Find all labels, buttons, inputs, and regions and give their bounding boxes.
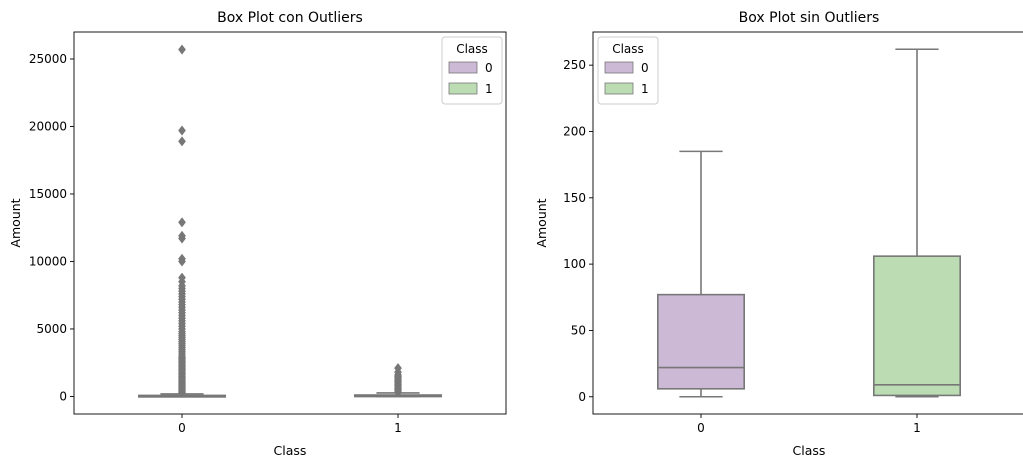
chart-1-ytick-label: 20000 bbox=[29, 119, 67, 133]
chart-2-xtick-label: 0 bbox=[697, 421, 705, 435]
chart-1-ytick-label: 10000 bbox=[29, 254, 67, 268]
chart-2-xlabel: Class bbox=[793, 443, 826, 458]
chart-1-outlier-point bbox=[178, 217, 186, 228]
chart-1-legend-swatch-1 bbox=[448, 82, 478, 95]
chart-1-ytick-label: 5000 bbox=[36, 322, 67, 336]
chart-2-xtick-label: 1 bbox=[913, 421, 921, 435]
chart-2-ytick-label: 250 bbox=[563, 58, 586, 72]
chart-1-title: Box Plot con Outliers bbox=[217, 10, 363, 26]
chart-1-outlier-point bbox=[394, 363, 402, 374]
chart-2-box-1 bbox=[872, 255, 961, 397]
chart-1-legend-swatch-0 bbox=[448, 61, 478, 74]
chart-1-outlier-point bbox=[178, 136, 186, 147]
chart-2-legend-title: Class bbox=[612, 42, 644, 56]
chart-2-legend-label-0: 0 bbox=[641, 61, 649, 75]
chart-2-ytick-label: 0 bbox=[578, 390, 586, 404]
chart-2-title: Box Plot sin Outliers bbox=[739, 10, 880, 26]
chart-1-outlier-point bbox=[178, 253, 186, 264]
chart-1-legend-title: Class bbox=[456, 42, 488, 56]
chart-1-xtick-label: 0 bbox=[178, 421, 186, 435]
chart-2-legend-swatch-0 bbox=[604, 61, 634, 74]
chart-2-legend-label-1: 1 bbox=[641, 82, 649, 96]
chart-1-ytick-label: 15000 bbox=[29, 187, 67, 201]
chart-1-outlier-point bbox=[178, 125, 186, 136]
chart-2-ytick-label: 100 bbox=[563, 257, 586, 271]
chart-2-ytick-label: 200 bbox=[563, 124, 586, 138]
chart-1-legend-label-1: 1 bbox=[485, 82, 493, 96]
chart-1-xtick-label: 1 bbox=[394, 421, 402, 435]
chart-2-box-0 bbox=[656, 293, 745, 390]
chart-2-legend-swatch-1 bbox=[604, 82, 634, 95]
chart-2-plot-area bbox=[592, 31, 1023, 415]
chart-2-ytick-label: 50 bbox=[571, 323, 586, 337]
chart-1-xlabel: Class bbox=[274, 443, 307, 458]
chart-1-ytick-label: 25000 bbox=[29, 52, 67, 66]
chart-2-ytick-label: 150 bbox=[563, 191, 586, 205]
chart-1-outlier-point bbox=[178, 230, 186, 241]
chart-1-ytick-label: 0 bbox=[59, 389, 67, 403]
chart-1-legend-label-0: 0 bbox=[485, 61, 493, 75]
chart-1-plot-area bbox=[73, 31, 507, 415]
chart-1-outlier-point bbox=[178, 44, 186, 55]
chart-1-ylabel: Amount bbox=[8, 198, 23, 247]
chart-2-ylabel: Amount bbox=[534, 198, 549, 247]
chart-1-outlier-point bbox=[178, 272, 186, 283]
